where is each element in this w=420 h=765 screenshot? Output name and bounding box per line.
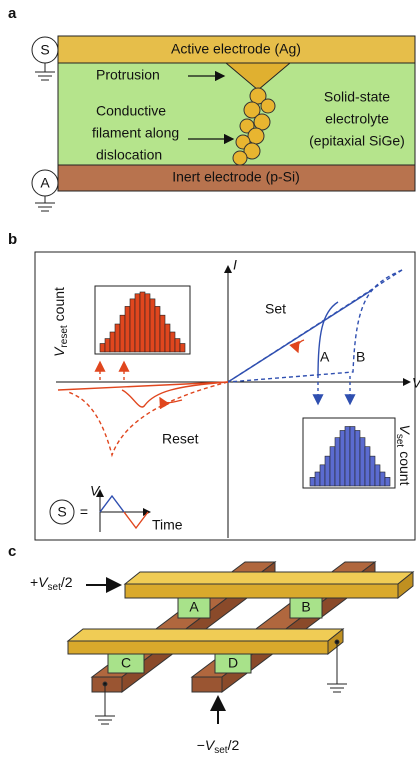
histogram-bar xyxy=(125,306,130,352)
cell-label: C xyxy=(121,655,131,671)
label: Solid-state xyxy=(324,89,390,105)
text: count xyxy=(51,287,67,321)
terminal-label: S xyxy=(57,504,66,520)
cell-label: A xyxy=(189,599,199,615)
histogram-bar xyxy=(360,438,365,486)
histogram-bar xyxy=(350,427,355,486)
histogram-bar xyxy=(310,477,315,486)
direction-arrow xyxy=(297,340,304,352)
terminal-label: S xyxy=(40,42,49,58)
cell-label: B xyxy=(301,599,310,615)
text: − xyxy=(197,737,205,753)
histogram-bar xyxy=(120,315,125,352)
histogram-bar xyxy=(130,299,135,352)
histogram-bar xyxy=(355,430,360,486)
subscript: set xyxy=(214,745,228,756)
histogram-bar xyxy=(380,472,385,486)
axis-label: V xyxy=(412,375,420,391)
histogram-bar xyxy=(315,472,320,486)
text: + xyxy=(30,574,38,590)
axis-label: V xyxy=(90,483,101,499)
bias-label: +Vset/2 xyxy=(30,574,73,593)
panel-label: a xyxy=(8,5,17,22)
label: (epitaxial SiGe) xyxy=(309,133,405,149)
histogram-bar xyxy=(335,438,340,486)
panel-label: c xyxy=(8,543,16,560)
histogram-bar xyxy=(160,315,165,352)
terminal-label: A xyxy=(40,175,50,191)
axis-label: Time xyxy=(152,517,183,533)
histogram-label: Vsetcount xyxy=(394,425,413,486)
histogram-bar xyxy=(365,447,370,486)
label: A xyxy=(320,349,330,365)
label: filament along xyxy=(92,125,179,141)
histogram-bar xyxy=(165,324,170,352)
histogram-bar xyxy=(135,294,140,352)
panel-label: b xyxy=(8,231,17,248)
histogram-bar xyxy=(340,430,345,486)
histogram-bar xyxy=(320,465,325,486)
subscript: reset xyxy=(59,325,70,347)
label: Reset xyxy=(162,431,199,447)
histogram-bar xyxy=(155,306,160,352)
label: Set xyxy=(265,301,286,317)
histogram-bar xyxy=(140,292,145,352)
histogram-bar xyxy=(150,299,155,352)
histogram-bar xyxy=(110,332,115,352)
histogram-bar xyxy=(105,339,110,352)
histogram-bar xyxy=(175,339,180,352)
cell-label: D xyxy=(228,655,238,671)
subscript: set xyxy=(48,582,62,593)
histogram-bar xyxy=(385,477,390,486)
histogram-label: Vresetcount xyxy=(51,287,70,357)
top-electrodes xyxy=(68,629,343,654)
histogram-bar xyxy=(375,465,380,486)
text: /2 xyxy=(228,737,240,753)
histogram-bar xyxy=(180,343,185,352)
axis-label: I xyxy=(233,257,237,273)
waveform xyxy=(100,496,124,512)
bias-label: −Vset/2 xyxy=(197,737,240,756)
histogram-bar xyxy=(170,332,175,352)
text: /2 xyxy=(61,574,73,590)
label: dislocation xyxy=(96,147,162,163)
figure: a Active electrode (Ag) Protrusion Condu… xyxy=(0,0,420,765)
histogram-bar xyxy=(345,427,350,486)
histogram-bar xyxy=(330,447,335,486)
page: a Active electrode (Ag) Protrusion Condu… xyxy=(0,0,420,765)
label: electrolyte xyxy=(325,111,389,127)
histogram-bar xyxy=(370,456,375,486)
label: B xyxy=(356,349,365,365)
histogram-bar xyxy=(145,294,150,352)
top-electrodes xyxy=(125,572,413,598)
reset-curves xyxy=(58,362,228,455)
layer-label: Inert electrode (p-Si) xyxy=(172,169,300,185)
waveform xyxy=(124,512,148,528)
histogram-bar xyxy=(325,456,330,486)
subscript: set xyxy=(394,434,405,448)
layer-label: Active electrode (Ag) xyxy=(171,41,301,57)
histogram-bar xyxy=(100,343,105,352)
symbol: = xyxy=(80,504,88,520)
text: count xyxy=(397,451,413,485)
label: Conductive xyxy=(96,103,166,119)
histogram-bar xyxy=(115,324,120,352)
set-curves xyxy=(228,270,402,404)
label: Protrusion xyxy=(96,67,160,83)
